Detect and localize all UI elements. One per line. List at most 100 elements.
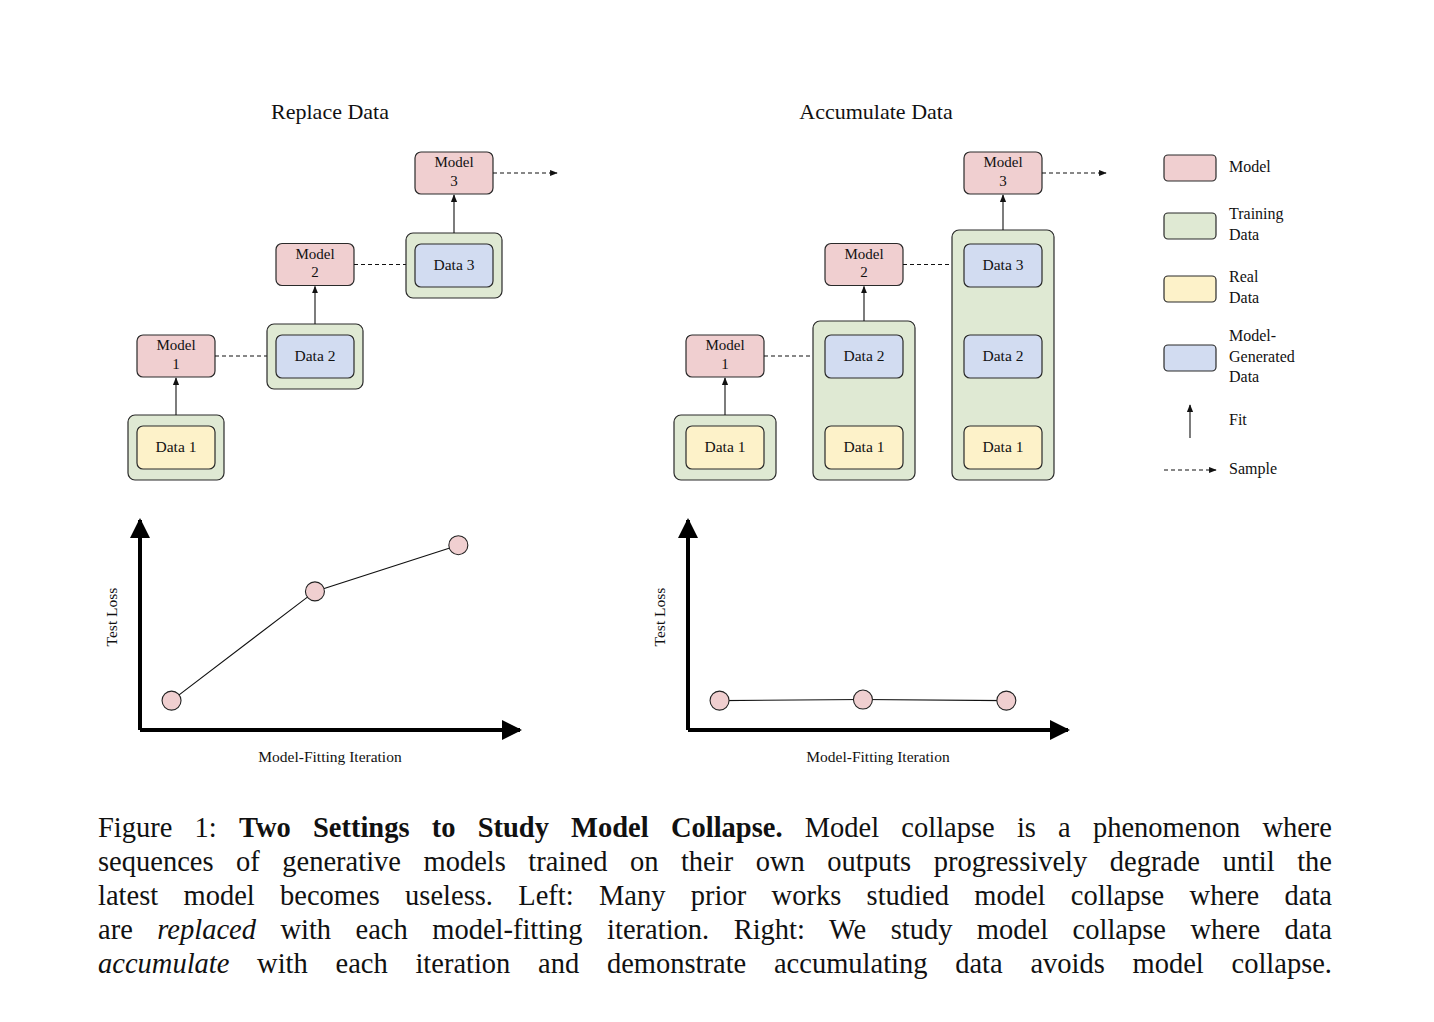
model-box [686,335,764,377]
caption: Figure 1: Two Settings to Study Model Co… [98,811,1332,981]
caption-text: sequences of generative models trained o… [98,846,1332,877]
sample-arrow [493,172,557,173]
model-label: 3 [450,173,458,189]
plot-area [710,690,1016,710]
legend-label: Sample [1229,460,1277,478]
data-label: Data 2 [295,347,336,364]
loss-point [449,536,468,555]
loss-point [162,691,181,710]
fit-arrow [724,378,725,415]
panel-title: Accumulate Data [799,99,953,124]
model-label: 3 [999,173,1007,189]
x-axis-label: Model-Fitting Iteration [258,748,402,765]
caption-text: replaced [157,914,256,945]
fit-arrow [1002,195,1003,230]
data-label: Data 3 [983,256,1024,273]
model-label: Model [844,246,883,262]
legend-sample-arrow [1164,469,1216,470]
legend-label: Model- [1229,327,1276,344]
training-data-box [674,415,776,480]
data-box [964,335,1042,378]
data-box [276,335,354,378]
caption-text: latest model becomes useless. Left: Many… [98,880,1332,911]
model-box [964,152,1042,194]
caption-line: Figure 1: Two Settings to Study Model Co… [98,811,1332,845]
model-label: Model [705,337,744,353]
data-label: Data 1 [156,438,197,455]
model-label: 1 [172,356,180,372]
data-box [825,335,903,378]
legend-swatch [1164,155,1216,181]
legend-swatch [1164,345,1216,371]
loss-point [710,691,729,710]
data-box [964,426,1042,469]
legend-label: Data [1229,289,1259,306]
sample-arrow [1042,172,1106,173]
legend-label: Real [1229,268,1259,285]
y-axis [686,520,690,730]
y-axis [138,520,142,730]
data-box [964,244,1042,287]
data-label: Data 1 [844,438,885,455]
panel-title: Replace Data [271,99,389,124]
data-label: Data 2 [983,347,1024,364]
loss-line [172,545,459,700]
caption-line: are replaced with each model-fitting ite… [98,913,1332,947]
x-axis [140,728,520,732]
training-data-box [952,230,1054,480]
caption-text: Two Settings to Study Model Collapse. [239,812,783,843]
caption-text: Model collapse is a phenomenon where [783,812,1332,843]
data-box [137,426,215,469]
data-label: Data 1 [705,438,746,455]
x-axis-label: Model-Fitting Iteration [806,748,950,765]
caption-text: with each model-fitting iteration. Right… [256,914,1332,945]
fit-arrow [175,378,176,415]
caption-line: latest model becomes useless. Left: Many… [98,879,1332,913]
training-data-box [128,415,224,480]
caption-text: Figure 1: [98,812,239,843]
legend-label: Fit [1229,411,1247,428]
model-label: 2 [311,264,319,280]
plot-area [162,536,468,710]
model-label: Model [156,337,195,353]
caption-line: accumulate with each iteration and demon… [98,947,1332,981]
training-data-box [406,233,502,298]
caption-text: with each iteration and demonstrate accu… [229,948,1332,979]
x-axis [688,728,1068,732]
legend-swatch [1164,213,1216,239]
y-axis-label: Test Loss [651,588,668,647]
model-box [276,244,354,286]
legend-swatch [1164,276,1216,302]
legend-label: Training [1229,205,1284,223]
legend-label: Data [1229,226,1259,243]
caption-text: are [98,914,157,945]
fit-arrow [863,287,864,322]
data-label: Data 3 [434,256,475,273]
data-box [825,426,903,469]
model-label: 2 [860,264,868,280]
legend-label: Data [1229,368,1259,385]
legend-fit-arrow [1189,405,1190,438]
fit-arrow [314,287,315,325]
loss-point [305,582,324,601]
model-label: Model [983,154,1022,170]
training-data-box [267,324,363,389]
model-label: Model [295,246,334,262]
legend-label: Generated [1229,348,1295,365]
y-axis-label: Test Loss [103,588,120,647]
data-label: Data 1 [983,438,1024,455]
loss-point [997,691,1016,710]
training-data-box [813,321,915,480]
loss-point [853,690,872,709]
data-box [415,244,493,287]
legend-label: Model [1229,158,1271,175]
model-box [137,335,215,377]
caption-text: accumulate [98,948,229,979]
data-box [686,426,764,469]
model-label: Model [434,154,473,170]
model-box [415,152,493,194]
fit-arrow [453,195,454,233]
caption-line: sequences of generative models trained o… [98,845,1332,879]
model-box [825,244,903,286]
data-label: Data 2 [844,347,885,364]
